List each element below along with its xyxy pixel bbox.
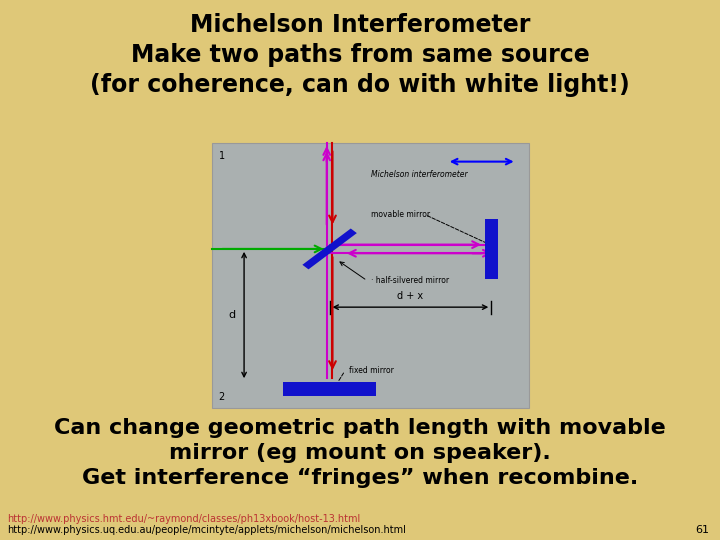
- Text: d + x: d + x: [397, 291, 423, 301]
- Text: · half-silvered mirror: · half-silvered mirror: [371, 276, 449, 285]
- Text: movable mirror: movable mirror: [371, 210, 430, 219]
- Text: http://www.physics.hmt.edu/~raymond/classes/ph13xbook/host-13.html: http://www.physics.hmt.edu/~raymond/clas…: [7, 514, 361, 524]
- Bar: [212, 143, 529, 408]
- Text: 61: 61: [696, 524, 709, 535]
- Bar: [283, 382, 377, 396]
- Text: Make two paths from same source: Make two paths from same source: [130, 43, 590, 67]
- Text: fixed mirror: fixed mirror: [348, 366, 394, 375]
- Text: http://www.physics.uq.edu.au/people/mcintyte/applets/michelson/michelson.html: http://www.physics.uq.edu.au/people/mcin…: [7, 524, 406, 535]
- Bar: [302, 228, 357, 269]
- Text: Michelson interferometer: Michelson interferometer: [371, 170, 467, 179]
- Text: (for coherence, can do with white light!): (for coherence, can do with white light!…: [90, 73, 630, 97]
- Text: 2: 2: [219, 393, 225, 402]
- Text: Michelson Interferometer: Michelson Interferometer: [190, 14, 530, 37]
- Text: d: d: [228, 310, 235, 320]
- Text: Can change geometric path length with movable
mirror (eg mount on speaker).
Get : Can change geometric path length with mo…: [54, 418, 666, 488]
- Text: 1: 1: [219, 151, 225, 161]
- Bar: [485, 219, 498, 279]
